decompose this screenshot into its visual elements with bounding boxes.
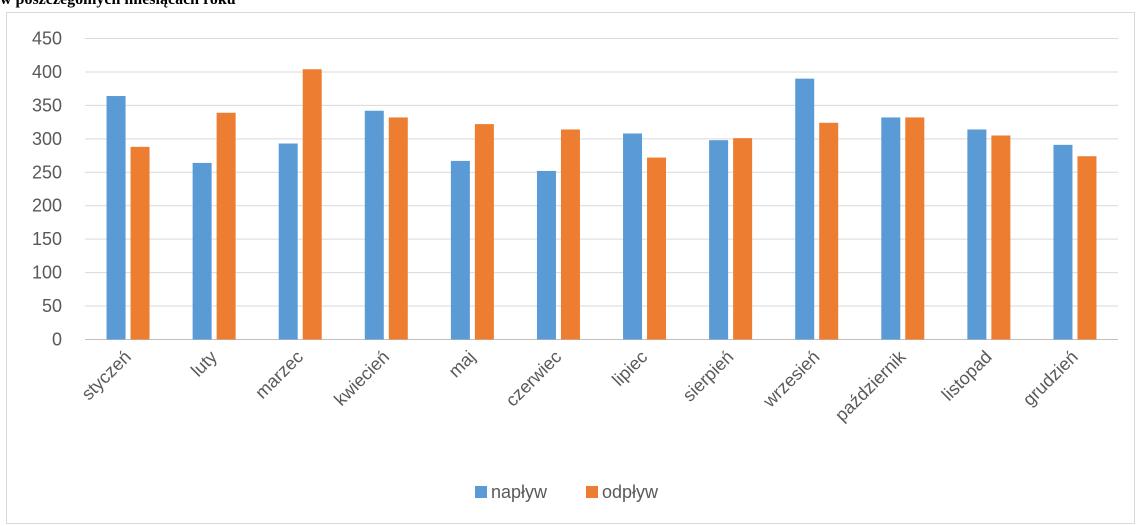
bar-odplyw	[216, 112, 236, 340]
bar-odplyw	[1077, 156, 1097, 340]
bar-odplyw	[647, 157, 667, 340]
bar-odplyw	[905, 117, 925, 340]
x-tick-label: listopad	[938, 347, 996, 405]
bar-naplyw	[364, 110, 384, 340]
x-axis-tick-labels: styczeń luty marzec kwiecień maj czerwiec lipi…	[78, 346, 1082, 425]
x-tick-label: marzec	[251, 347, 307, 403]
gridlines	[85, 38, 1118, 340]
y-tick-label: 450	[32, 29, 62, 49]
bar-naplyw	[881, 117, 901, 340]
bar-naplyw	[536, 170, 556, 340]
bar-naplyw	[967, 129, 987, 340]
x-tick-label: lipiec	[608, 347, 651, 390]
y-tick-label: 150	[32, 229, 62, 249]
bar-naplyw	[106, 96, 126, 340]
x-tick-label: wrzesień	[758, 347, 823, 412]
bar-odplyw	[130, 146, 150, 340]
x-tick-label: maj	[445, 347, 480, 382]
legend-label: napływ	[491, 482, 548, 502]
chart-caption: w poszczególnych miesiącach roku	[0, 0, 236, 9]
legend: napływ odpływ	[475, 482, 659, 502]
y-axis-tick-labels: 0 50 100 150 200 250 300 350 400 450	[32, 29, 62, 350]
x-tick-label: październik	[831, 346, 910, 425]
y-tick-label: 250	[32, 162, 62, 182]
legend-label: odpływ	[602, 482, 659, 502]
bars	[106, 69, 1097, 340]
legend-swatch	[475, 486, 487, 498]
bar-naplyw	[278, 143, 298, 340]
bar-odplyw	[733, 138, 753, 340]
bar-odplyw	[474, 124, 494, 340]
bar-odplyw	[560, 129, 580, 340]
y-tick-label: 300	[32, 129, 62, 149]
bar-odplyw	[819, 122, 839, 340]
legend-swatch	[586, 486, 598, 498]
x-tick-label: grudzień	[1019, 347, 1082, 410]
y-tick-label: 100	[32, 263, 62, 283]
y-tick-label: 50	[42, 296, 62, 316]
x-tick-label: czerwiec	[502, 347, 566, 411]
x-tick-label: luty	[187, 347, 221, 381]
bar-odplyw	[388, 117, 408, 340]
bar-naplyw	[795, 78, 815, 340]
y-tick-label: 400	[32, 62, 62, 82]
y-tick-label: 200	[32, 196, 62, 216]
x-tick-label: sierpień	[679, 347, 738, 406]
y-tick-label: 0	[52, 330, 62, 350]
y-tick-label: 350	[32, 95, 62, 115]
bar-naplyw	[709, 140, 729, 340]
bar-naplyw	[1053, 144, 1073, 340]
bar-odplyw	[302, 69, 322, 340]
bar-naplyw	[623, 133, 643, 340]
bar-odplyw	[991, 135, 1011, 340]
bar-naplyw	[450, 160, 470, 340]
x-tick-label: kwiecień	[330, 347, 393, 410]
x-tick-label: styczeń	[78, 347, 135, 404]
bar-naplyw	[192, 162, 212, 340]
